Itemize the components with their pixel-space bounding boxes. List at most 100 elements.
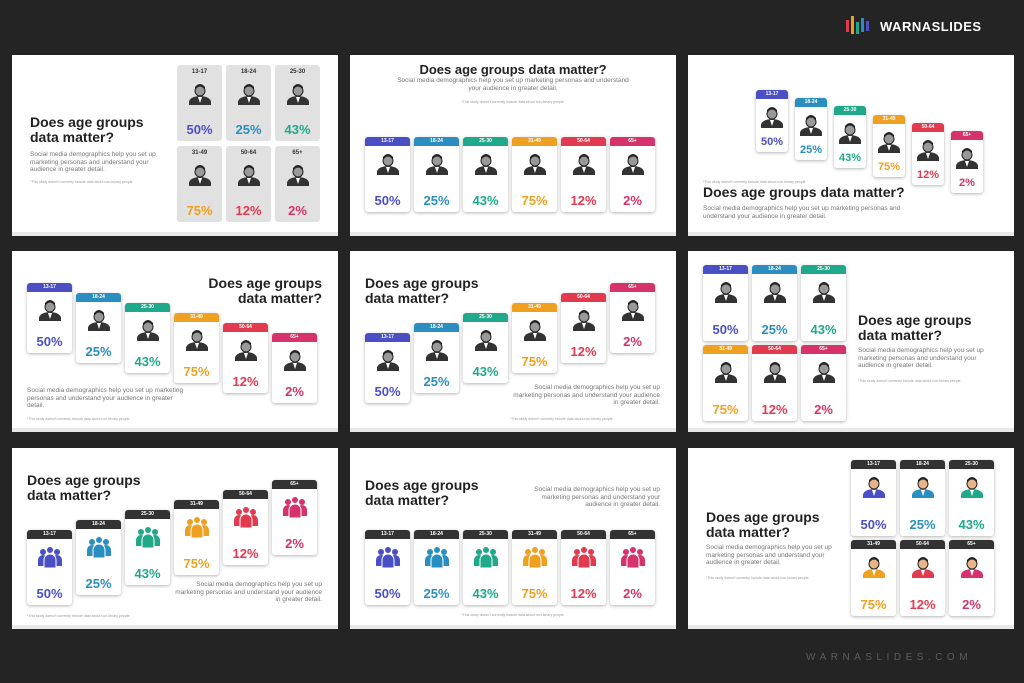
age-value: 75% — [521, 586, 548, 601]
age-label: 13-17 — [365, 333, 410, 342]
age-value: 2% — [814, 402, 833, 417]
icon — [763, 282, 786, 303]
age-value: 50% — [36, 586, 63, 601]
icon — [761, 107, 783, 128]
age-value: 50% — [860, 517, 887, 532]
slide-thumbnail: Does age groups data matter? Social media… — [12, 55, 338, 236]
age-label: 31-49 — [703, 345, 748, 354]
slide-footnote: *This study doesn't currently include da… — [461, 613, 565, 617]
slide-thumbnail: Does age groups data matter? Social media… — [12, 448, 338, 629]
age-label: 18-24 — [752, 265, 797, 274]
brand-name: WARNASLIDES — [880, 19, 982, 34]
age-card: 65+ 2% — [275, 146, 320, 222]
website: WARNASLIDES.COM — [806, 652, 973, 663]
icon — [714, 362, 737, 383]
age-card: 25-30 43% — [125, 303, 170, 373]
age-label: 25-30 — [125, 510, 170, 519]
age-value: 25% — [85, 576, 112, 591]
age-label: 13-17 — [365, 137, 410, 146]
age-value: 75% — [712, 402, 739, 417]
age-label: 25-30 — [289, 69, 306, 75]
age-value: 12% — [232, 546, 259, 561]
icon — [812, 282, 835, 303]
age-value: 25% — [423, 374, 450, 389]
age-value: 12% — [570, 586, 597, 601]
slide-title: Does age groups data matter? — [365, 477, 479, 508]
slide-title: Does age groups data matter? — [419, 62, 607, 77]
age-card: 31-49 75% — [174, 500, 219, 575]
age-label: 18-24 — [414, 530, 459, 539]
age-card: 25-30 43% — [463, 313, 508, 383]
age-label: 65+ — [610, 137, 655, 146]
age-value: 12% — [570, 193, 597, 208]
age-label: 31-49 — [851, 540, 896, 549]
age-value: 75% — [521, 193, 548, 208]
slide-thumbnail: Does age groups data matter? Social media… — [350, 448, 676, 629]
age-value: 25% — [85, 344, 112, 359]
icon — [839, 123, 861, 145]
age-card: 50-64 12% — [223, 323, 268, 393]
slide-thumbnail: Does age groups data matter? Social media… — [688, 55, 1014, 236]
icon — [960, 557, 983, 578]
age-label: 50-64 — [900, 540, 945, 549]
icon — [376, 154, 399, 175]
age-value: 2% — [288, 203, 307, 218]
age-card: 31-49 75% — [512, 137, 557, 212]
age-value: 43% — [958, 517, 985, 532]
age-label: 18-24 — [76, 520, 121, 529]
slide-footnote: *This study doesn't currently include da… — [510, 417, 614, 421]
age-value: 25% — [761, 322, 788, 337]
slide-description: Social media demographics help you set u… — [175, 581, 322, 603]
icon — [621, 300, 644, 321]
age-card: 25-30 43% — [275, 65, 320, 141]
icon — [188, 84, 211, 105]
age-label: 18-24 — [414, 137, 459, 146]
age-label: 31-49 — [512, 530, 557, 539]
age-card: 65+ 2% — [801, 345, 846, 421]
age-card: 18-24 25% — [795, 98, 827, 161]
age-value: 43% — [472, 364, 499, 379]
age-card: 13-17 50% — [851, 460, 896, 536]
icon — [188, 165, 211, 186]
slide-description: Social media demographics help you set u… — [703, 205, 901, 220]
age-value: 12% — [570, 344, 597, 359]
age-label: 31-49 — [873, 114, 905, 124]
age-card: 31-49 75% — [703, 345, 748, 421]
age-label: 13-17 — [191, 69, 208, 75]
icon — [376, 350, 399, 371]
icon — [184, 516, 209, 538]
age-card: 25-30 43% — [463, 137, 508, 212]
icon — [523, 320, 546, 341]
age-card: 25-30 43% — [125, 510, 170, 585]
icon — [424, 546, 449, 568]
icon — [621, 154, 644, 175]
age-card: 18-24 25% — [76, 293, 121, 363]
age-card: 13-17 50% — [27, 283, 72, 353]
age-card: 18-24 25% — [76, 520, 121, 595]
age-value: 25% — [909, 517, 936, 532]
age-value: 50% — [36, 334, 63, 349]
icon — [135, 526, 160, 548]
age-card: 50-64 12% — [226, 146, 271, 222]
age-label: 31-49 — [174, 500, 219, 509]
icon — [283, 350, 306, 371]
icon — [282, 496, 307, 518]
slide-footnote: *This study doesn't currently include da… — [706, 576, 810, 580]
icon — [620, 546, 645, 568]
icon — [763, 362, 786, 383]
age-value: 43% — [134, 566, 161, 581]
age-value: 75% — [183, 556, 210, 571]
age-label: 50-64 — [912, 122, 944, 132]
age-label: 65+ — [272, 480, 317, 489]
age-label: 65+ — [610, 530, 655, 539]
slide-footnote: *This study doesn't currently include da… — [703, 180, 807, 184]
age-value: 50% — [760, 136, 784, 148]
age-card: 50-64 12% — [752, 345, 797, 421]
slide-title: Does age groups data matter? — [703, 184, 905, 200]
icon — [572, 310, 595, 331]
age-card: 13-17 50% — [756, 90, 788, 152]
icon — [234, 340, 257, 361]
age-card: 31-49 75% — [174, 313, 219, 383]
age-value: 43% — [284, 122, 311, 137]
